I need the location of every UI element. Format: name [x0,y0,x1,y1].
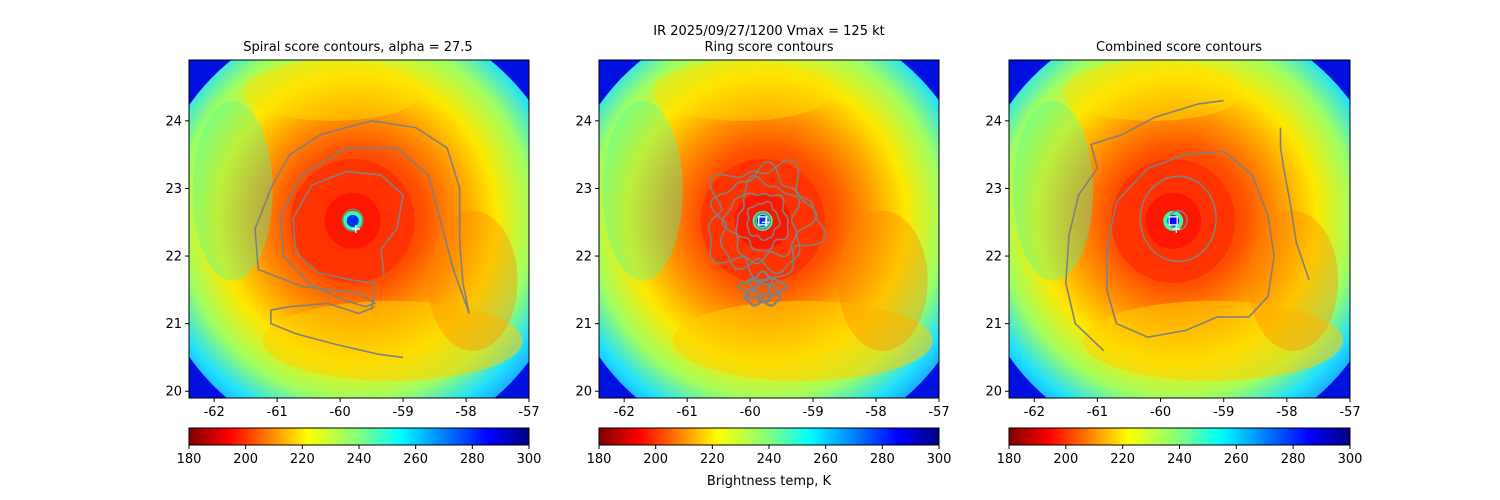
colorbar-tick-label: 220 [290,452,315,467]
x-tick-label: -61 [1087,405,1108,420]
y-tick-label: 22 [575,250,592,265]
ring-contour [754,212,772,230]
colorbar-tick-label: 220 [700,452,725,467]
center-marker [1168,216,1178,226]
x-tick-label: -57 [928,405,949,420]
score-contour [1279,127,1310,280]
score-contour [1139,175,1217,263]
panel-combined: Combined score contours -62 -61 -60 -59 -58-… [985,40,1363,467]
y-tick-label: 23 [985,182,1002,197]
colorbar-tick-label: 260 [1224,452,1249,467]
x-tick-label: -57 [1339,405,1360,420]
satellite-image [1009,60,1350,398]
colorbar-tick-label: 180 [177,452,202,467]
ring-contour [721,174,801,265]
panel-title: Spiral score contours, alpha = 27.5 [243,40,472,55]
ring-contour [707,159,827,283]
x-tick-label: -58 [455,405,476,420]
x-tick-label: -61 [267,405,288,420]
score-contour [270,302,404,359]
colorbar-tick-label: 180 [997,452,1022,467]
x-tick-label: -59 [1213,405,1234,420]
colorbar-combined: 180 200 220 240 260 280 300 [997,427,1363,467]
y-tick-label: 21 [165,317,182,332]
colorbar-tick-label: 240 [757,452,782,467]
colorbar-tick-label: 300 [517,452,542,467]
figure-suptitle: IR 2025/09/27/1200 Vmax = 125 kt [653,24,884,39]
colorbar-tick-label: 200 [233,452,258,467]
y-tick-label: 23 [575,182,592,197]
colorbar-tick-label: 240 [347,452,372,467]
colorbar-gradient [598,427,940,446]
colorbar-tick-label: 280 [870,452,895,467]
x-tick-label: -62 [614,405,635,420]
colorbar-gradient [1008,427,1351,446]
satellite-image [189,60,529,398]
x-tick-label: -58 [1276,405,1297,420]
axes-frame [598,59,940,399]
colorbar-tick-label: 200 [1053,452,1078,467]
colorbar-tick-label: 300 [1338,452,1363,467]
ring-contour [747,276,781,304]
y-tick-label: 24 [165,114,182,129]
best-track-marker [1172,225,1181,233]
ring-contour [751,279,773,300]
score-contour [254,119,470,314]
y-tick-label: 23 [165,182,182,197]
colorbar-tick-label: 260 [813,452,838,467]
y-tick-label: 21 [985,317,1002,332]
colorbar-tick-label: 280 [460,452,485,467]
plot-area-ring: -62 -61 -60 -59 -58 -57 20 21 22 23 24 [575,59,950,420]
y-tick-label: 20 [165,385,182,400]
score-contours [707,159,827,307]
y-tick-label: 22 [985,250,1002,265]
x-tick-label: -59 [802,405,823,420]
y-tick-label: 22 [165,250,182,265]
colorbar-gradient [188,427,530,446]
colorbar-ring: 180 200 220 240 260 280 300 [587,427,952,467]
colorbar-tick-label: 240 [1167,452,1192,467]
y-tick-label: 20 [575,385,592,400]
colorbar-tick-label: 260 [403,452,428,467]
x-tick-label: -59 [392,405,413,420]
panel-spiral: Spiral score contours, alpha = 27.5 -62-… [165,40,542,467]
best-track-marker [351,225,360,233]
y-tick-label: 20 [985,385,1002,400]
panel-title: Combined score contours [1096,40,1262,55]
score-contour [1064,99,1224,352]
axes-frame [1008,59,1351,399]
colorbar-tick-label: 280 [1281,452,1306,467]
ring-contour [746,200,781,242]
score-contours [254,119,470,359]
x-tick-label: -58 [865,405,886,420]
x-tick-label: -60 [329,405,350,420]
colorbar-tick-label: 220 [1110,452,1135,467]
colorbar-tick-label: 200 [643,452,668,467]
y-tick-label: 21 [575,317,592,332]
x-tick-label: -62 [204,405,225,420]
panel-ring: Ring score contours -62 -61 -60 -59 -58 -57 20… [575,40,952,467]
colorbar-label: Brightness temp, K [707,474,832,489]
y-tick-label: 24 [985,114,1002,129]
panel-title: Ring score contours [704,40,833,55]
x-tick-label: -60 [1150,405,1171,420]
plot-area-combined: -62 -61 -60 -59 -58 -57 20 21 22 23 24 [985,59,1361,420]
center-marker [758,216,768,226]
colorbar-tick-label: 180 [587,452,612,467]
colorbar-tick-label: 300 [927,452,952,467]
x-tick-label: -57 [518,405,539,420]
y-tick-label: 24 [575,114,592,129]
x-tick-label: -61 [677,405,698,420]
satellite-image [599,60,939,398]
x-tick-label: -60 [739,405,760,420]
ring-contour [735,192,789,252]
ring-contour [709,160,818,275]
score-contour [292,170,404,311]
plot-area-spiral: -62 -61 -60 -59 -58 -57 20 21 22 23 24 [165,59,540,420]
score-contour [1106,150,1276,339]
axes-frame [188,59,530,399]
colorbar-spiral: 180 200 220 240 260 280 300 [177,427,542,467]
x-tick-label: -62 [1024,405,1045,420]
